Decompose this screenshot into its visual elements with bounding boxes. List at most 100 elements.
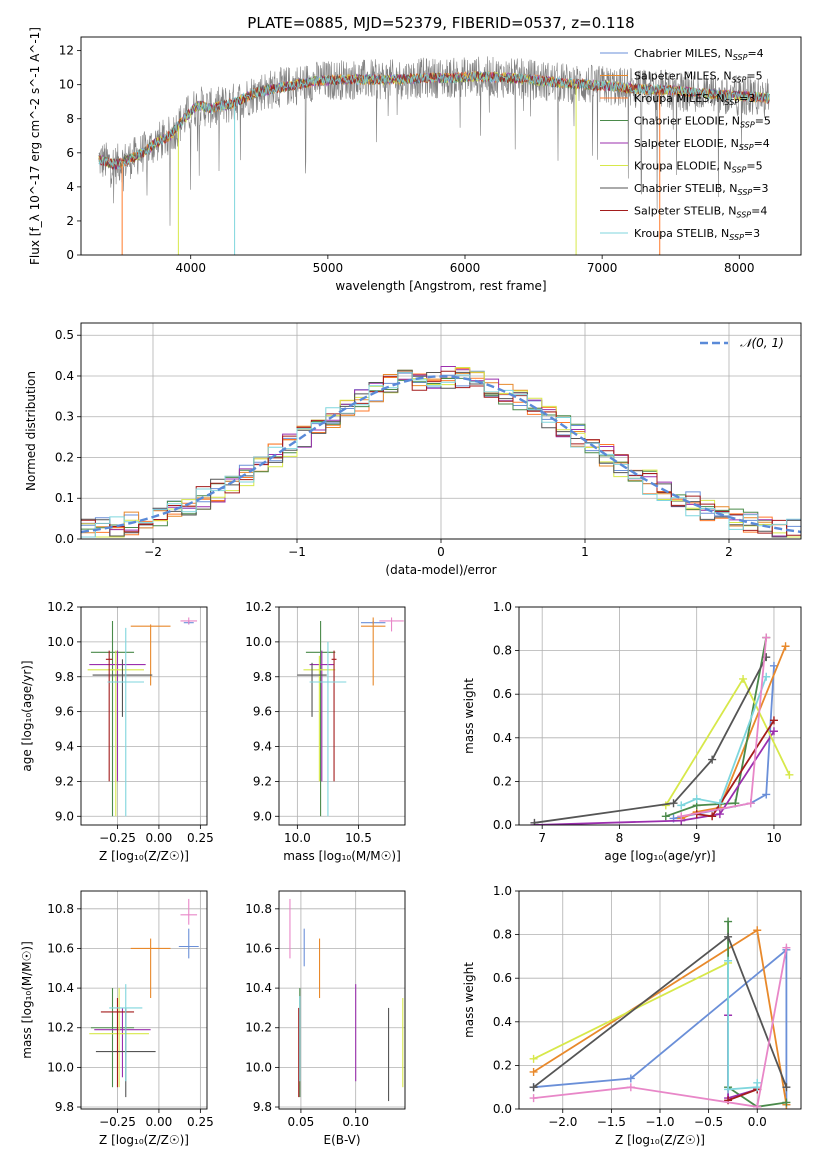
legend-label-text: Chabrier ELODIE, N — [634, 115, 740, 128]
x-tick-label: 10 — [766, 831, 781, 845]
x-tick-label: 0.00 — [146, 1115, 173, 1129]
y-axis-label: mass [log₁₀(M/M☉)] — [20, 941, 34, 1059]
x-tick-label: −0.5 — [694, 1115, 723, 1129]
legend-label-subscript: SSP — [724, 98, 739, 107]
y-tick-label: 10.8 — [245, 902, 272, 916]
x-tick-label: 0.0 — [748, 1115, 767, 1129]
x-tick-label: −1 — [288, 545, 306, 559]
chart-mass_vs_Z: −0.25 0.00 0.25 9.8 10.0 10.2 10.4 10.6 10.8 Z [l… — [20, 890, 214, 1147]
legend-label-tail: =4 — [751, 205, 767, 218]
x-tick-label: −2 — [144, 545, 162, 559]
axes-frame — [80, 606, 208, 826]
x-tick-label: 0.10 — [342, 1115, 369, 1129]
mass-weight-marker — [669, 799, 678, 808]
legend-label-text: Kroupa MILES, N — [634, 92, 724, 105]
y-tick-label: 10.0 — [47, 1060, 74, 1074]
y-tick-label: 2 — [66, 214, 74, 228]
x-tick-label: 0.05 — [288, 1115, 315, 1129]
axes-frame — [80, 322, 802, 540]
mass-weight-marker — [529, 1094, 538, 1103]
mass-weight-marker — [715, 810, 724, 819]
legend-label: Chabrier ELODIE, NSSP=5 — [634, 115, 771, 130]
y-tick-label: 0.4 — [55, 369, 74, 383]
legend-label-subscript: SSP — [733, 53, 748, 62]
axes-frame — [518, 606, 802, 826]
legend-label: Chabrier STELIB, NSSP=3 — [634, 182, 768, 197]
x-tick-label: 7 — [538, 831, 546, 845]
mass-weight-marker — [781, 642, 790, 651]
y-axis-label: age [log₁₀(age/yr)] — [20, 660, 34, 771]
legend-label-text: Salpeter STELIB, N — [634, 205, 736, 218]
mass-weight-marker — [708, 812, 717, 821]
x-axis-label: wavelength [Angstrom, rest frame] — [335, 279, 546, 293]
mass-weight-marker — [753, 1078, 762, 1087]
mass-weight-marker — [677, 801, 686, 810]
y-tick-label: 10.2 — [47, 600, 74, 614]
legend-label: Salpeter MILES, NSSP=5 — [634, 70, 763, 85]
y-axis-label: Normed distribution — [24, 371, 38, 491]
y-tick-label: 0.5 — [55, 328, 74, 342]
y-tick-label: 0.2 — [55, 450, 74, 464]
x-axis-label: mass [log₁₀(M/M☉)] — [283, 849, 401, 863]
chart-age_vs_Z: −0.25 0.00 0.25 9.0 9.2 9.4 9.6 9.8 10.0 10.2 Z [l… — [20, 600, 214, 863]
y-tick-label: 10.0 — [47, 635, 74, 649]
x-tick-label: 0 — [437, 545, 445, 559]
mass-weight-marker — [762, 633, 771, 642]
y-tick-label: 9.4 — [253, 740, 272, 754]
legend-label-tail: =4 — [747, 47, 763, 60]
legend-label-subscript: SSP — [739, 143, 754, 152]
legend-label-subscript: SSP — [732, 76, 747, 85]
y-tick-label: 10.6 — [245, 941, 272, 955]
y-tick-label: 10.2 — [245, 600, 272, 614]
x-tick-label: −1.0 — [645, 1115, 674, 1129]
plot-area — [297, 617, 404, 817]
mass-weight-marker — [782, 943, 791, 952]
mass-weight-line — [534, 656, 767, 824]
mass-weight-marker — [529, 1083, 538, 1092]
mass-weight-marker — [661, 812, 670, 821]
mass-weight-marker — [746, 799, 755, 808]
x-tick-label: −0.25 — [99, 831, 136, 845]
x-tick-label: −1.5 — [597, 1115, 626, 1129]
plot-area — [529, 917, 791, 1109]
plot-area — [289, 898, 404, 1102]
mass-weight-marker — [753, 926, 762, 935]
x-tick-label: −0.25 — [99, 1115, 136, 1129]
y-axis-label: Flux [f_λ 10^-17 erg cm^-2 s^-1 A^-1] — [28, 27, 42, 265]
y-tick-label: 10.2 — [47, 1021, 74, 1035]
legend-label-text: Kroupa STELIB, N — [634, 227, 729, 240]
legend-label-text: Salpeter MILES, N — [634, 70, 732, 83]
legend-label-subscript: SSP — [738, 188, 753, 197]
y-tick-label: 0.6 — [493, 971, 512, 985]
chart-age_vs_mass: 10.0 10.5 9.0 9.2 9.4 9.6 9.8 10.0 10.2 mass [log… — [245, 600, 406, 863]
legend-label-tail: =5 — [755, 115, 771, 128]
mass-weight-marker — [739, 674, 748, 683]
x-tick-label: 0.25 — [187, 831, 214, 845]
x-tick-label: 8000 — [724, 261, 755, 275]
mass-weight-marker — [626, 1083, 635, 1092]
x-tick-label: 4000 — [175, 261, 206, 275]
y-tick-label: 8 — [66, 112, 74, 126]
mass-weight-line — [665, 637, 768, 818]
legend-label: Salpeter ELODIE, NSSP=4 — [634, 137, 770, 152]
mass-weight-marker — [724, 956, 733, 965]
y-tick-label: 4 — [66, 180, 74, 194]
y-tick-label: 9.8 — [55, 1100, 74, 1114]
x-tick-label: 6000 — [450, 261, 481, 275]
legend-label: Chabrier MILES, NSSP=4 — [634, 47, 764, 62]
x-tick-label: 10.5 — [345, 831, 372, 845]
mass-weight-marker — [782, 1083, 791, 1092]
axes-frame — [278, 606, 406, 826]
chart-title: PLATE=0885, MJD=52379, FIBERID=0537, z=0… — [247, 14, 634, 32]
x-tick-label: −2.0 — [548, 1115, 577, 1129]
legend-label-subscript: SSP — [732, 166, 747, 175]
x-tick-label: 8 — [616, 831, 624, 845]
x-axis-label: (data-model)/error — [385, 563, 496, 577]
x-tick-label: 0.25 — [187, 1115, 214, 1129]
y-tick-label: 0.8 — [493, 644, 512, 658]
mass-weight-marker — [769, 727, 778, 736]
legend-label: 𝒩(0, 1) — [740, 336, 784, 350]
mass-weight-line — [533, 947, 788, 1108]
legend-label: Kroupa STELIB, NSSP=3 — [634, 227, 760, 242]
